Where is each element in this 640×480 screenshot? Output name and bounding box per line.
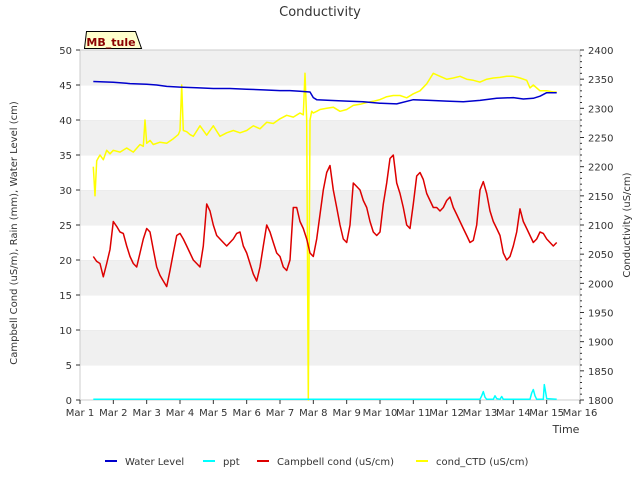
right-axis-tick-label: 2150 (588, 192, 613, 203)
x-axis-tick-label: Mar 5 (199, 408, 227, 419)
right-axis-tick-label: 1800 (588, 396, 613, 407)
right-axis-tick-label: 1900 (588, 338, 613, 349)
left-axis-tick-label: 30 (59, 186, 72, 197)
left-axis-tick-label: 5 (66, 361, 72, 372)
right-axis-tick-label: 2300 (588, 104, 613, 115)
right-axis-tick-label: 2100 (588, 221, 613, 232)
station-label-box: MB_tule (83, 31, 143, 49)
left-axis-tick-label: 25 (59, 221, 72, 232)
left-axis-tick-label: 20 (59, 256, 72, 267)
right-axis-tick-label: 2050 (588, 250, 613, 261)
right-axis-tick-label: 2250 (588, 134, 613, 145)
series-line-cond-ctd-us-cm (92, 72, 557, 401)
x-axis-tick-label: Mar 13 (463, 408, 498, 419)
left-axis-tick-label: 45 (59, 81, 72, 92)
right-axis-tick-label: 1950 (588, 309, 613, 320)
grid-band (80, 190, 580, 225)
x-axis-tick-label: Mar 14 (496, 408, 531, 419)
left-axis-tick-label: 35 (59, 151, 72, 162)
series-line-ppt (93, 383, 557, 401)
y-axis-label-right: Conductivity (uS/cm) (622, 172, 633, 277)
x-axis-tick-label: Mar 10 (363, 408, 398, 419)
left-axis-tick-label: 40 (59, 116, 72, 127)
x-axis-tick-label: Mar 11 (396, 408, 431, 419)
x-axis-tick-label: Mar 9 (332, 408, 360, 419)
x-axis-tick-label: Mar 2 (99, 408, 127, 419)
grid-band (80, 365, 580, 400)
legend-label-cond-ctd-us-cm: cond_CTD (uS/cm) (436, 457, 528, 468)
x-axis-tick-label: Mar 1 (66, 408, 94, 419)
right-axis-tick-label: 2400 (588, 46, 613, 57)
right-axis: 1800 1850 1900 1950 2000 2050 2100 2150 2200 2250… (580, 46, 613, 407)
x-axis-label: Time (552, 423, 580, 436)
legend: Water Level ppt Campbell cond (uS/cm) cond_… (105, 457, 528, 468)
grid-band (80, 50, 580, 85)
x-axis-tick-label: Mar 12 (429, 408, 464, 419)
station-label: MB_tule (86, 36, 135, 49)
grid-band (80, 260, 580, 295)
grid-band (80, 85, 580, 120)
left-axis: 0 5 10 15 20 25 30 35 40 45 50 (59, 46, 80, 407)
x-axis-tick-label: Mar 3 (132, 408, 160, 419)
x-axis-tick-label: Mar 16 (563, 408, 598, 419)
right-axis-tick-label: 2350 (588, 75, 613, 86)
x-axis-tick-label: Mar 15 (529, 408, 564, 419)
left-axis-tick-label: 50 (59, 46, 72, 57)
series-line-campbell-cond-us-cm (92, 154, 558, 288)
bottom-axis: Mar 1 Mar 2 Mar 3 Mar 4 Mar 5 Mar 6 Mar 7 Mar 8… (66, 400, 598, 419)
right-axis-tick-label: 1850 (588, 367, 613, 378)
chart-title: Conductivity (279, 5, 361, 20)
grid-band (80, 120, 580, 155)
y-axis-label-left: Campbell Cond (uS/m), Rain (mm), Water L… (9, 101, 20, 365)
x-axis-tick-label: Mar 4 (166, 408, 194, 419)
series-line-water-level (93, 80, 557, 105)
grid-band (80, 225, 580, 260)
legend-label-ppt: ppt (223, 457, 240, 468)
x-axis-tick-label: Mar 6 (232, 408, 260, 419)
legend-label-campbell-cond-us-cm: Campbell cond (uS/cm) (277, 457, 394, 468)
station-label-background (83, 31, 143, 49)
grid-band (80, 330, 580, 365)
right-axis-tick-label: 2200 (588, 163, 613, 174)
grid-band (80, 155, 580, 190)
legend-label-water-level: Water Level (125, 457, 184, 468)
left-axis-tick-label: 15 (59, 291, 72, 302)
x-axis-tick-label: Mar 7 (266, 408, 294, 419)
left-axis-tick-label: 0 (66, 396, 72, 407)
grid-bands (80, 49, 580, 400)
grid-band (80, 295, 580, 330)
right-axis-tick-label: 2000 (588, 279, 613, 290)
series-layer (92, 72, 558, 401)
x-axis-tick-label: Mar 8 (299, 408, 327, 419)
left-axis-tick-label: 10 (59, 326, 72, 337)
